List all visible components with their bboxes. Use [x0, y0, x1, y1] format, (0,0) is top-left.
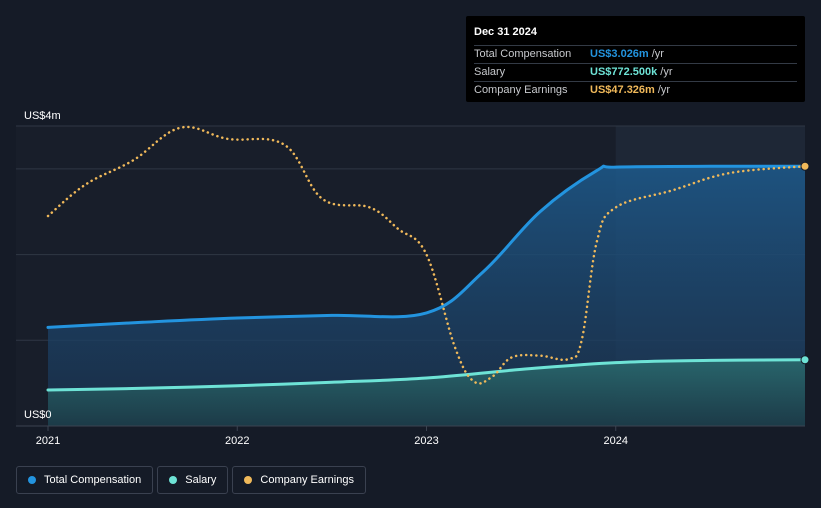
endpoint-marker — [800, 161, 810, 171]
series-lines — [46, 125, 807, 392]
endpoint-marker — [800, 355, 810, 365]
legend-label: Total Compensation — [44, 474, 142, 486]
tooltip-label: Company Earnings — [474, 84, 568, 96]
legend-label: Salary — [185, 474, 217, 486]
legend: Total Compensation Salary Company Earnin… — [16, 466, 366, 494]
tooltip-unit: /yr — [657, 84, 671, 96]
series-line-total-compensation — [46, 164, 807, 329]
tooltip-row-salary: Salary US$772.500k /yr — [474, 63, 797, 81]
tooltip-value: US$772.500k — [590, 66, 658, 78]
tooltip-label: Total Compensation — [474, 48, 572, 60]
legend-item-company-earnings[interactable]: Company Earnings — [232, 466, 366, 494]
series-line-salary — [46, 358, 807, 392]
tooltip-value: US$47.326m — [590, 84, 655, 96]
legend-dot-icon — [169, 476, 178, 484]
series-line-company-earnings — [46, 125, 807, 385]
x-tick-label: 2021 — [36, 435, 60, 447]
total-compensation-area — [48, 166, 805, 426]
tooltip-unit: /yr — [660, 66, 673, 78]
x-tick-label: 2024 — [604, 435, 628, 447]
x-axis-ticks: 2021 2022 2023 2024 — [36, 426, 628, 447]
legend-item-total-compensation[interactable]: Total Compensation — [16, 466, 154, 494]
tooltip-value: US$3.026m — [590, 48, 649, 60]
y-axis-top-label: US$4m — [24, 110, 61, 122]
x-tick-label: 2022 — [225, 435, 249, 447]
legend-label: Company Earnings — [260, 474, 354, 486]
x-tick-label: 2023 — [414, 435, 438, 447]
legend-dot-icon — [28, 476, 36, 484]
y-axis-bottom-label: US$0 — [24, 409, 52, 421]
legend-dot-icon — [244, 476, 253, 484]
salary-area — [48, 359, 805, 426]
tooltip-date: Dec 31 2024 — [474, 26, 537, 38]
series-endpoints — [800, 161, 810, 365]
tooltip-unit: /yr — [651, 48, 664, 60]
legend-item-salary[interactable]: Salary — [157, 466, 229, 494]
tooltip-label: Salary — [474, 66, 506, 78]
tooltip-row-total-compensation: Total Compensation US$3.026m /yr — [474, 45, 797, 63]
tooltip-row-company-earnings: Company Earnings US$47.326m /yr — [474, 81, 797, 99]
tooltip-panel: Dec 31 2024 Total Compensation US$3.026m… — [466, 16, 805, 102]
